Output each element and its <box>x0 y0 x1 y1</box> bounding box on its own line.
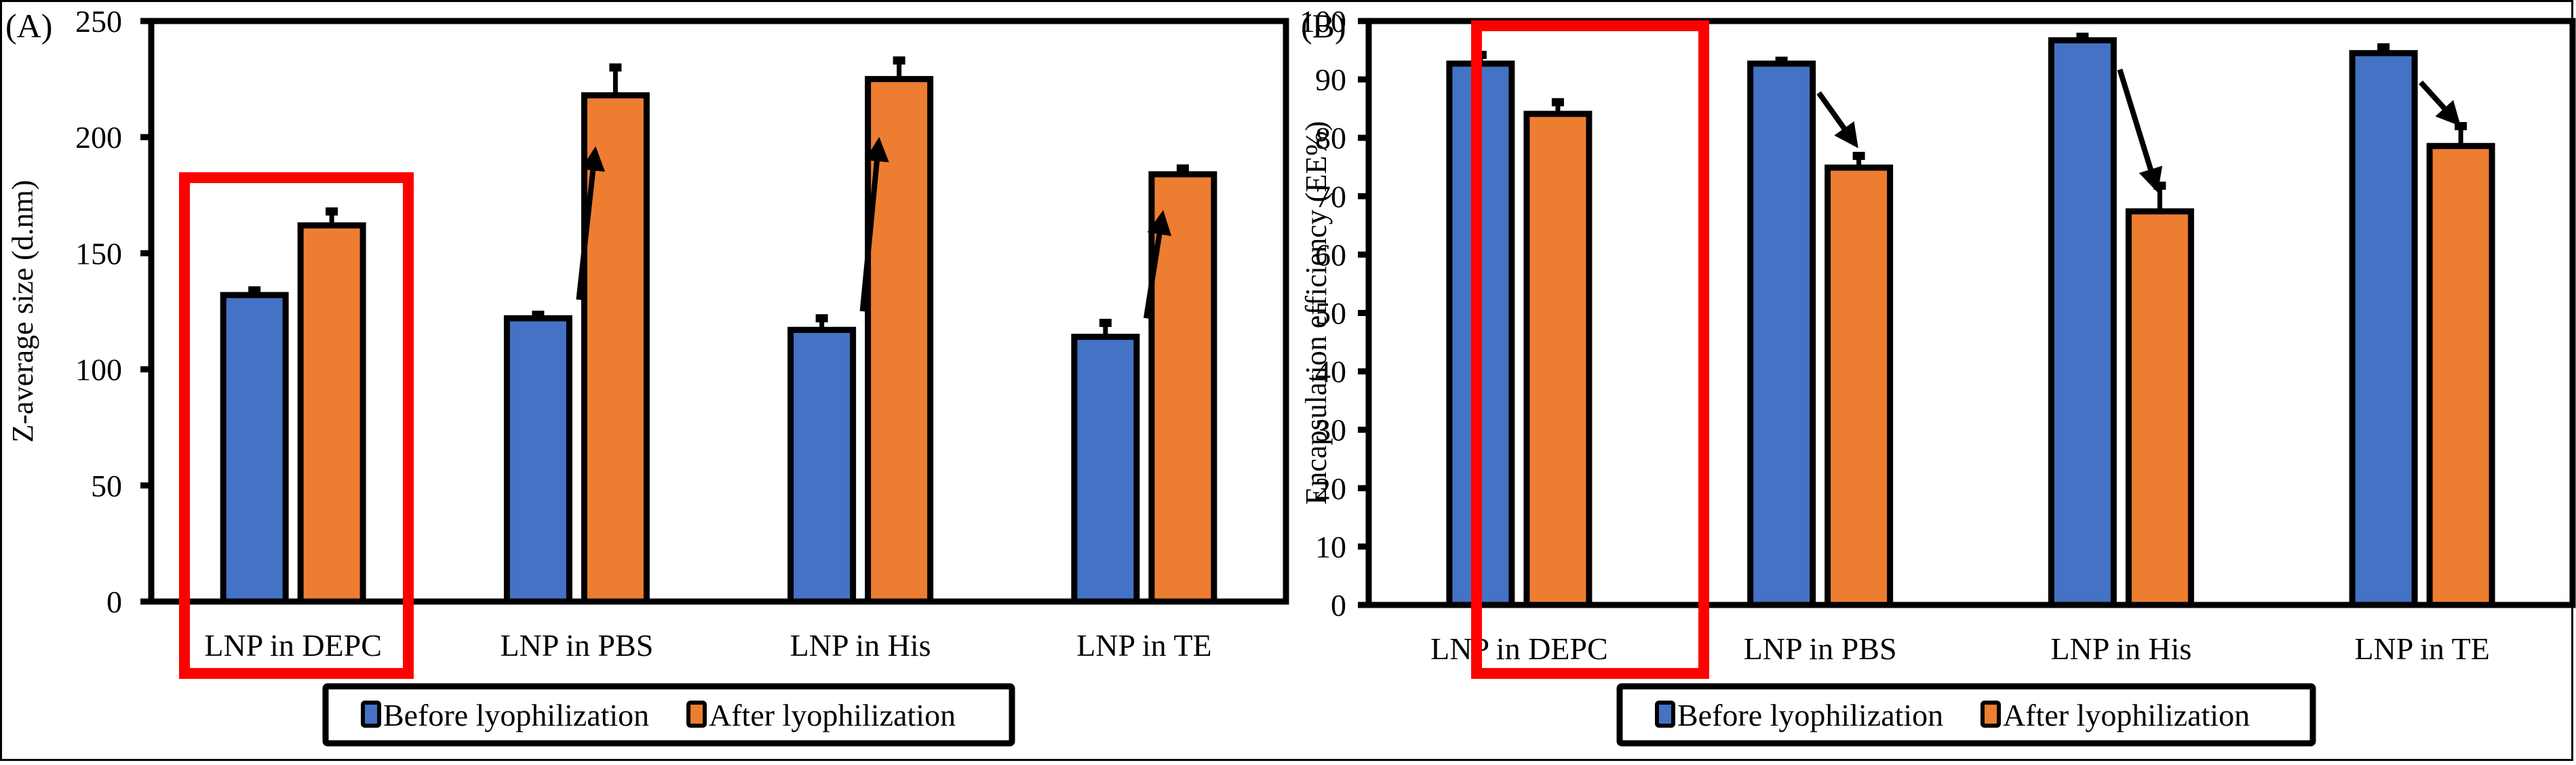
panel-b-y-tick-label: 50 <box>1315 296 1346 331</box>
panel-a-error-cap <box>1176 164 1189 173</box>
panel-a-error-cap <box>609 63 622 72</box>
panel-b-y-tick-label: 100 <box>1300 4 1346 39</box>
panel-b-highlight-box <box>1471 20 1709 679</box>
panel-a-y-tick-label: 200 <box>75 120 122 155</box>
panel-b-down-arrow <box>2117 68 2163 193</box>
panel-b-bar-before <box>1747 60 1816 608</box>
panel-b-label: (B) <box>1301 7 1346 45</box>
panel-a-x-tick-label: LNP in TE <box>1076 628 1211 663</box>
panel-b-y-axis-label: Encapsulation efficiency (EE%) <box>1300 121 1333 505</box>
panel-a-up-arrow <box>576 146 606 300</box>
panel-b-y-tick-label: 60 <box>1315 237 1346 272</box>
panel-a-legend-swatch-after <box>686 701 707 728</box>
panel-a-bar-before <box>1071 334 1140 605</box>
panel-b-legend-label-after: After lyophilization <box>2003 698 2250 732</box>
panel-b-bar-after <box>2426 142 2495 608</box>
panel-b-y-tick-label: 0 <box>1331 588 1346 623</box>
panel-a-y-tick-label: 0 <box>106 585 122 619</box>
panel-a-highlight-box <box>179 172 414 679</box>
panel-b-y-tick-label: 80 <box>1315 121 1346 155</box>
panel-b-legend-swatch-before <box>1655 701 1675 728</box>
panel-a-y-axis-label: Z-average size (d.nm) <box>6 180 39 442</box>
panel-a-error-cap <box>815 314 828 323</box>
panel-b-legend-box <box>1616 683 2316 747</box>
panel-a-error-cap <box>893 56 905 65</box>
panel-b-y-tick-label: 10 <box>1315 530 1346 564</box>
panel-a-y-tick-label: 250 <box>75 4 122 39</box>
panel-b-down-arrow <box>2419 80 2461 127</box>
panel-a-x-tick-label: LNP in PBS <box>500 628 653 663</box>
panel-a-up-arrow <box>1143 210 1172 319</box>
panel-a-bar-before <box>220 292 289 605</box>
panel-a-label: (A) <box>5 7 52 45</box>
panel-b-y-tick-label: 40 <box>1315 355 1346 389</box>
panel-a-bar-before <box>503 315 572 605</box>
panel-b-bar-before <box>2048 37 2117 608</box>
panel-b-y-tick-label: 30 <box>1315 413 1346 448</box>
panel-b-bar-after <box>1523 111 1593 608</box>
panel-b-x-tick-label: LNP in His <box>2050 631 2191 666</box>
panel-b-y-tick-label: 70 <box>1315 179 1346 214</box>
panel-a-y-tick-label: 100 <box>75 353 122 387</box>
panel-a-legend-label-before: Before lyophilization <box>383 698 649 732</box>
panel-a-x-tick-label: LNP in DEPC <box>204 628 382 663</box>
panel-a-error-cap <box>326 207 338 216</box>
panel-a-x-tick-label: LNP in His <box>790 628 931 663</box>
panel-b-y-tick-label: 90 <box>1315 62 1346 97</box>
panel-b-error-cap <box>1852 151 1865 160</box>
panel-b-x-tick-label: LNP in TE <box>2354 631 2489 666</box>
panel-a-bar-after <box>297 222 366 605</box>
panel-b-legend-label-before: Before lyophilization <box>1677 698 1943 732</box>
panel-b-error-cap <box>1551 98 1564 106</box>
panel-b-error-cap <box>2377 43 2390 52</box>
panel-a-error-cap <box>1099 319 1112 328</box>
panel-b-y-tick-label: 20 <box>1315 471 1346 506</box>
panel-a-legend-swatch-before <box>361 701 381 728</box>
panel-b-bar-before <box>2349 50 2418 608</box>
panel-b-x-tick-label: LNP in DEPC <box>1430 631 1608 666</box>
panel-a-up-arrow <box>859 136 889 312</box>
panel-a-legend-box <box>322 683 1015 747</box>
panel-a-bar-before <box>787 326 857 605</box>
panel-b-legend-swatch-after <box>1980 701 2001 728</box>
panel-a-legend-label-after: After lyophilization <box>709 698 956 732</box>
panel-b-x-tick-label: LNP in PBS <box>1744 631 1897 666</box>
panel-b-down-arrow <box>1816 91 1858 149</box>
panel-a-plot-frame <box>148 18 1289 605</box>
panel-a-y-tick-label: 50 <box>91 469 122 503</box>
panel-b-bar-after <box>2125 208 2194 608</box>
panel-b-bar-after <box>1824 164 1894 608</box>
panel-a-bar-after <box>1148 171 1217 605</box>
panel-a-y-tick-label: 150 <box>75 236 122 271</box>
